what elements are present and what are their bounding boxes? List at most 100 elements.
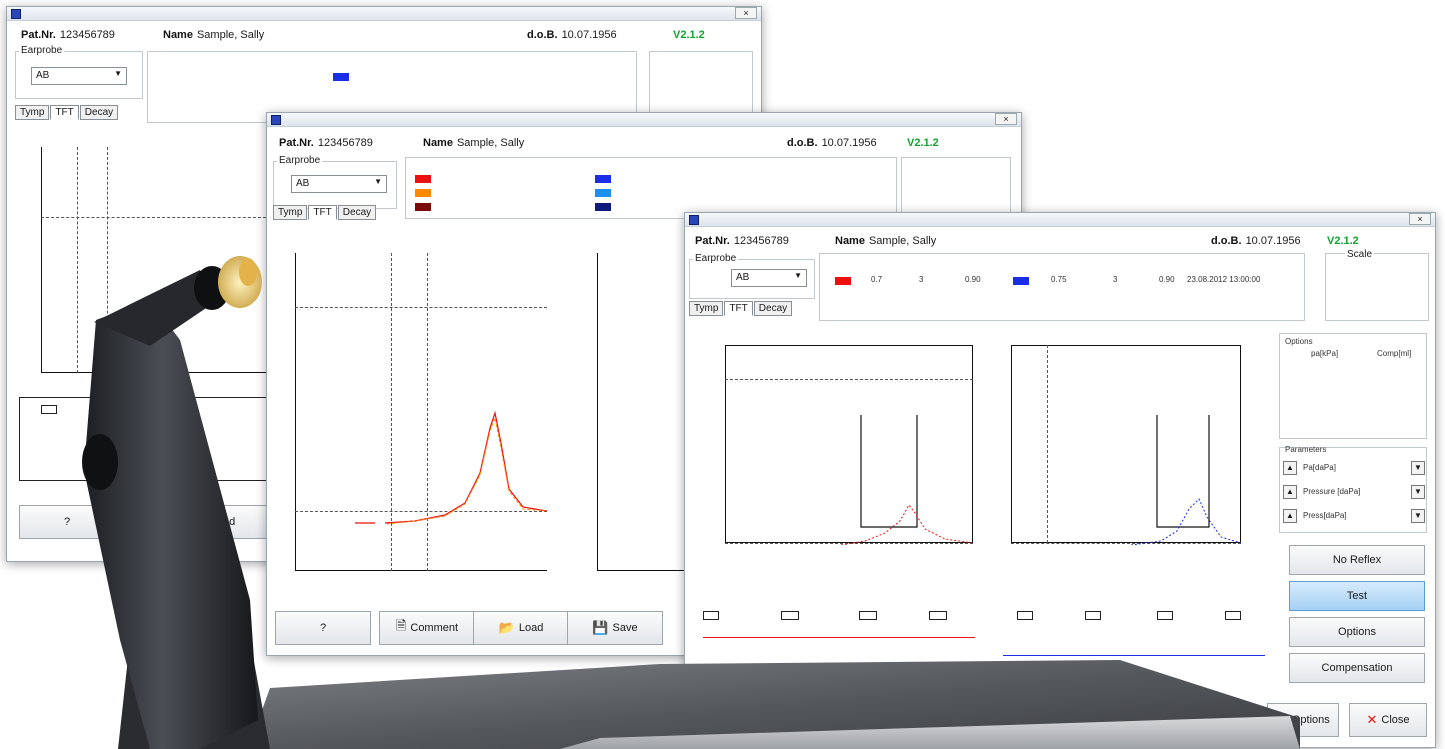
save-icon: 💾 [592,620,609,635]
date-of-birth: d.o.B. 10.07.1956 [527,29,617,41]
comment-button[interactable]: 🗎 Comment [379,611,475,645]
folder-icon: 📂 [498,620,515,635]
titlebar: × [685,213,1435,227]
red-value-2: 3 [919,275,924,284]
compensation-button[interactable]: Compensation [1289,653,1425,683]
close-button[interactable]: ✕ Close [1349,703,1427,737]
blue-swatch [1013,277,1029,285]
tab-tymp[interactable]: Tymp [273,205,308,220]
close-icon[interactable]: × [995,113,1017,125]
tab-tft[interactable]: TFT [308,205,337,220]
probe-ear-tip [218,256,262,308]
left-ear-plot [725,345,973,543]
results-table [405,157,897,219]
blue-value-3: 0.90 [1159,275,1175,284]
col-pa: pa[kPa] [1311,349,1339,358]
probe-handle [84,300,258,749]
spin-down-3[interactable]: ▼ [1411,509,1425,523]
close-icon[interactable]: × [1409,213,1431,225]
red-reflex-line [703,637,975,638]
device-front-edge [560,716,1300,749]
blue-value-2: 3 [1113,275,1118,284]
navy-swatch [595,203,611,211]
help-button[interactable]: ? [275,611,371,645]
right-ear-curve [1130,415,1241,545]
view-tabs: Tymp TFT Decay [15,105,119,120]
spin-down-1[interactable]: ▼ [1411,461,1425,475]
options-title: Options [1285,337,1313,346]
mini-label-3 [859,611,877,620]
tab-tft[interactable]: TFT [50,105,79,120]
app-icon [271,115,281,125]
app-icon [689,215,699,225]
view-tabs: Tymp TFT Decay [689,301,793,316]
tab-tymp[interactable]: Tymp [15,105,50,120]
load-button[interactable]: 📂 Load [473,611,569,645]
probe-button [82,434,118,490]
blue-date: 23.08.2012 13:00:00 [1187,275,1261,284]
tab-decay[interactable]: Decay [337,205,377,220]
comment-icon: 🗎 [395,618,407,633]
col-comp: Comp[ml] [1377,349,1412,358]
red-value-1: 0.7 [871,275,883,284]
titlebar: × [7,7,761,21]
earprobe-label: Earprobe [19,45,65,56]
patient-number: Pat.Nr. 123456789 [279,137,373,149]
patient-name: Name Sample, Sally [163,29,265,41]
tab-tft[interactable]: TFT [724,301,753,316]
tab-decay[interactable]: Decay [753,301,793,316]
earprobe-select[interactable]: AB ▼ [731,269,807,287]
tab-decay[interactable]: Decay [79,105,119,120]
mini-label-7 [1157,611,1173,620]
test-button[interactable]: Test [1289,581,1425,611]
spin-up-3[interactable]: ▲ [1283,509,1297,523]
titlebar: × [267,113,1021,127]
spin-up-1[interactable]: ▲ [1283,461,1297,475]
version-label: V2.1.2 [673,29,705,41]
mini-label [41,405,57,414]
blue-swatch [333,73,349,81]
spin-down-2[interactable]: ▼ [1411,485,1425,499]
param-row-1: Pa[daPa] [1303,463,1336,472]
orange-swatch [415,189,431,197]
version-label: V2.1.2 [1327,235,1359,247]
blue-reflex-line [1003,655,1265,656]
tft-left-plot [295,253,547,571]
left-ear-curve [840,415,973,545]
patient-number: Pat.Nr. 123456789 [21,29,115,41]
blue-value-1: 0.75 [1051,275,1067,284]
mini-label-4 [929,611,947,620]
patient-name: Name Sample, Sally [835,235,937,247]
app-icon [11,9,21,19]
red-swatch [415,175,431,183]
lightblue-swatch [595,189,611,197]
date-of-birth: d.o.B. 10.07.1956 [1211,235,1301,247]
earprobe-select[interactable]: AB ▼ [31,67,127,85]
chevron-down-icon: ▼ [114,69,122,78]
options-button[interactable]: Options [1289,617,1425,647]
patient-name: Name Sample, Sally [423,137,525,149]
tab-tymp[interactable]: Tymp [689,301,724,316]
no-reflex-button[interactable]: No Reflex [1289,545,1425,575]
tft-right-plot [597,253,697,571]
mini-label-5 [1017,611,1033,620]
earprobe-select[interactable]: AB ▼ [291,175,387,193]
mini-label-8 [1225,611,1241,620]
mini-label-2 [781,611,799,620]
results-table [819,253,1305,321]
param-row-3: Press[daPa] [1303,511,1347,520]
save-button[interactable]: 💾 Save [567,611,663,645]
mini-label-6 [1085,611,1101,620]
red-swatch [835,277,851,285]
spin-up-2[interactable]: ▲ [1283,485,1297,499]
scale-box [1325,253,1429,321]
right-ear-plot [1011,345,1241,543]
blue-swatch [595,175,611,183]
earprobe-label: Earprobe [693,253,739,264]
red-value-3: 0.90 [965,275,981,284]
earprobe-group [689,259,815,299]
close-icon[interactable]: × [735,7,757,19]
param-row-2: Pressure [daPa] [1303,487,1361,496]
chevron-down-icon: ▼ [374,177,382,186]
